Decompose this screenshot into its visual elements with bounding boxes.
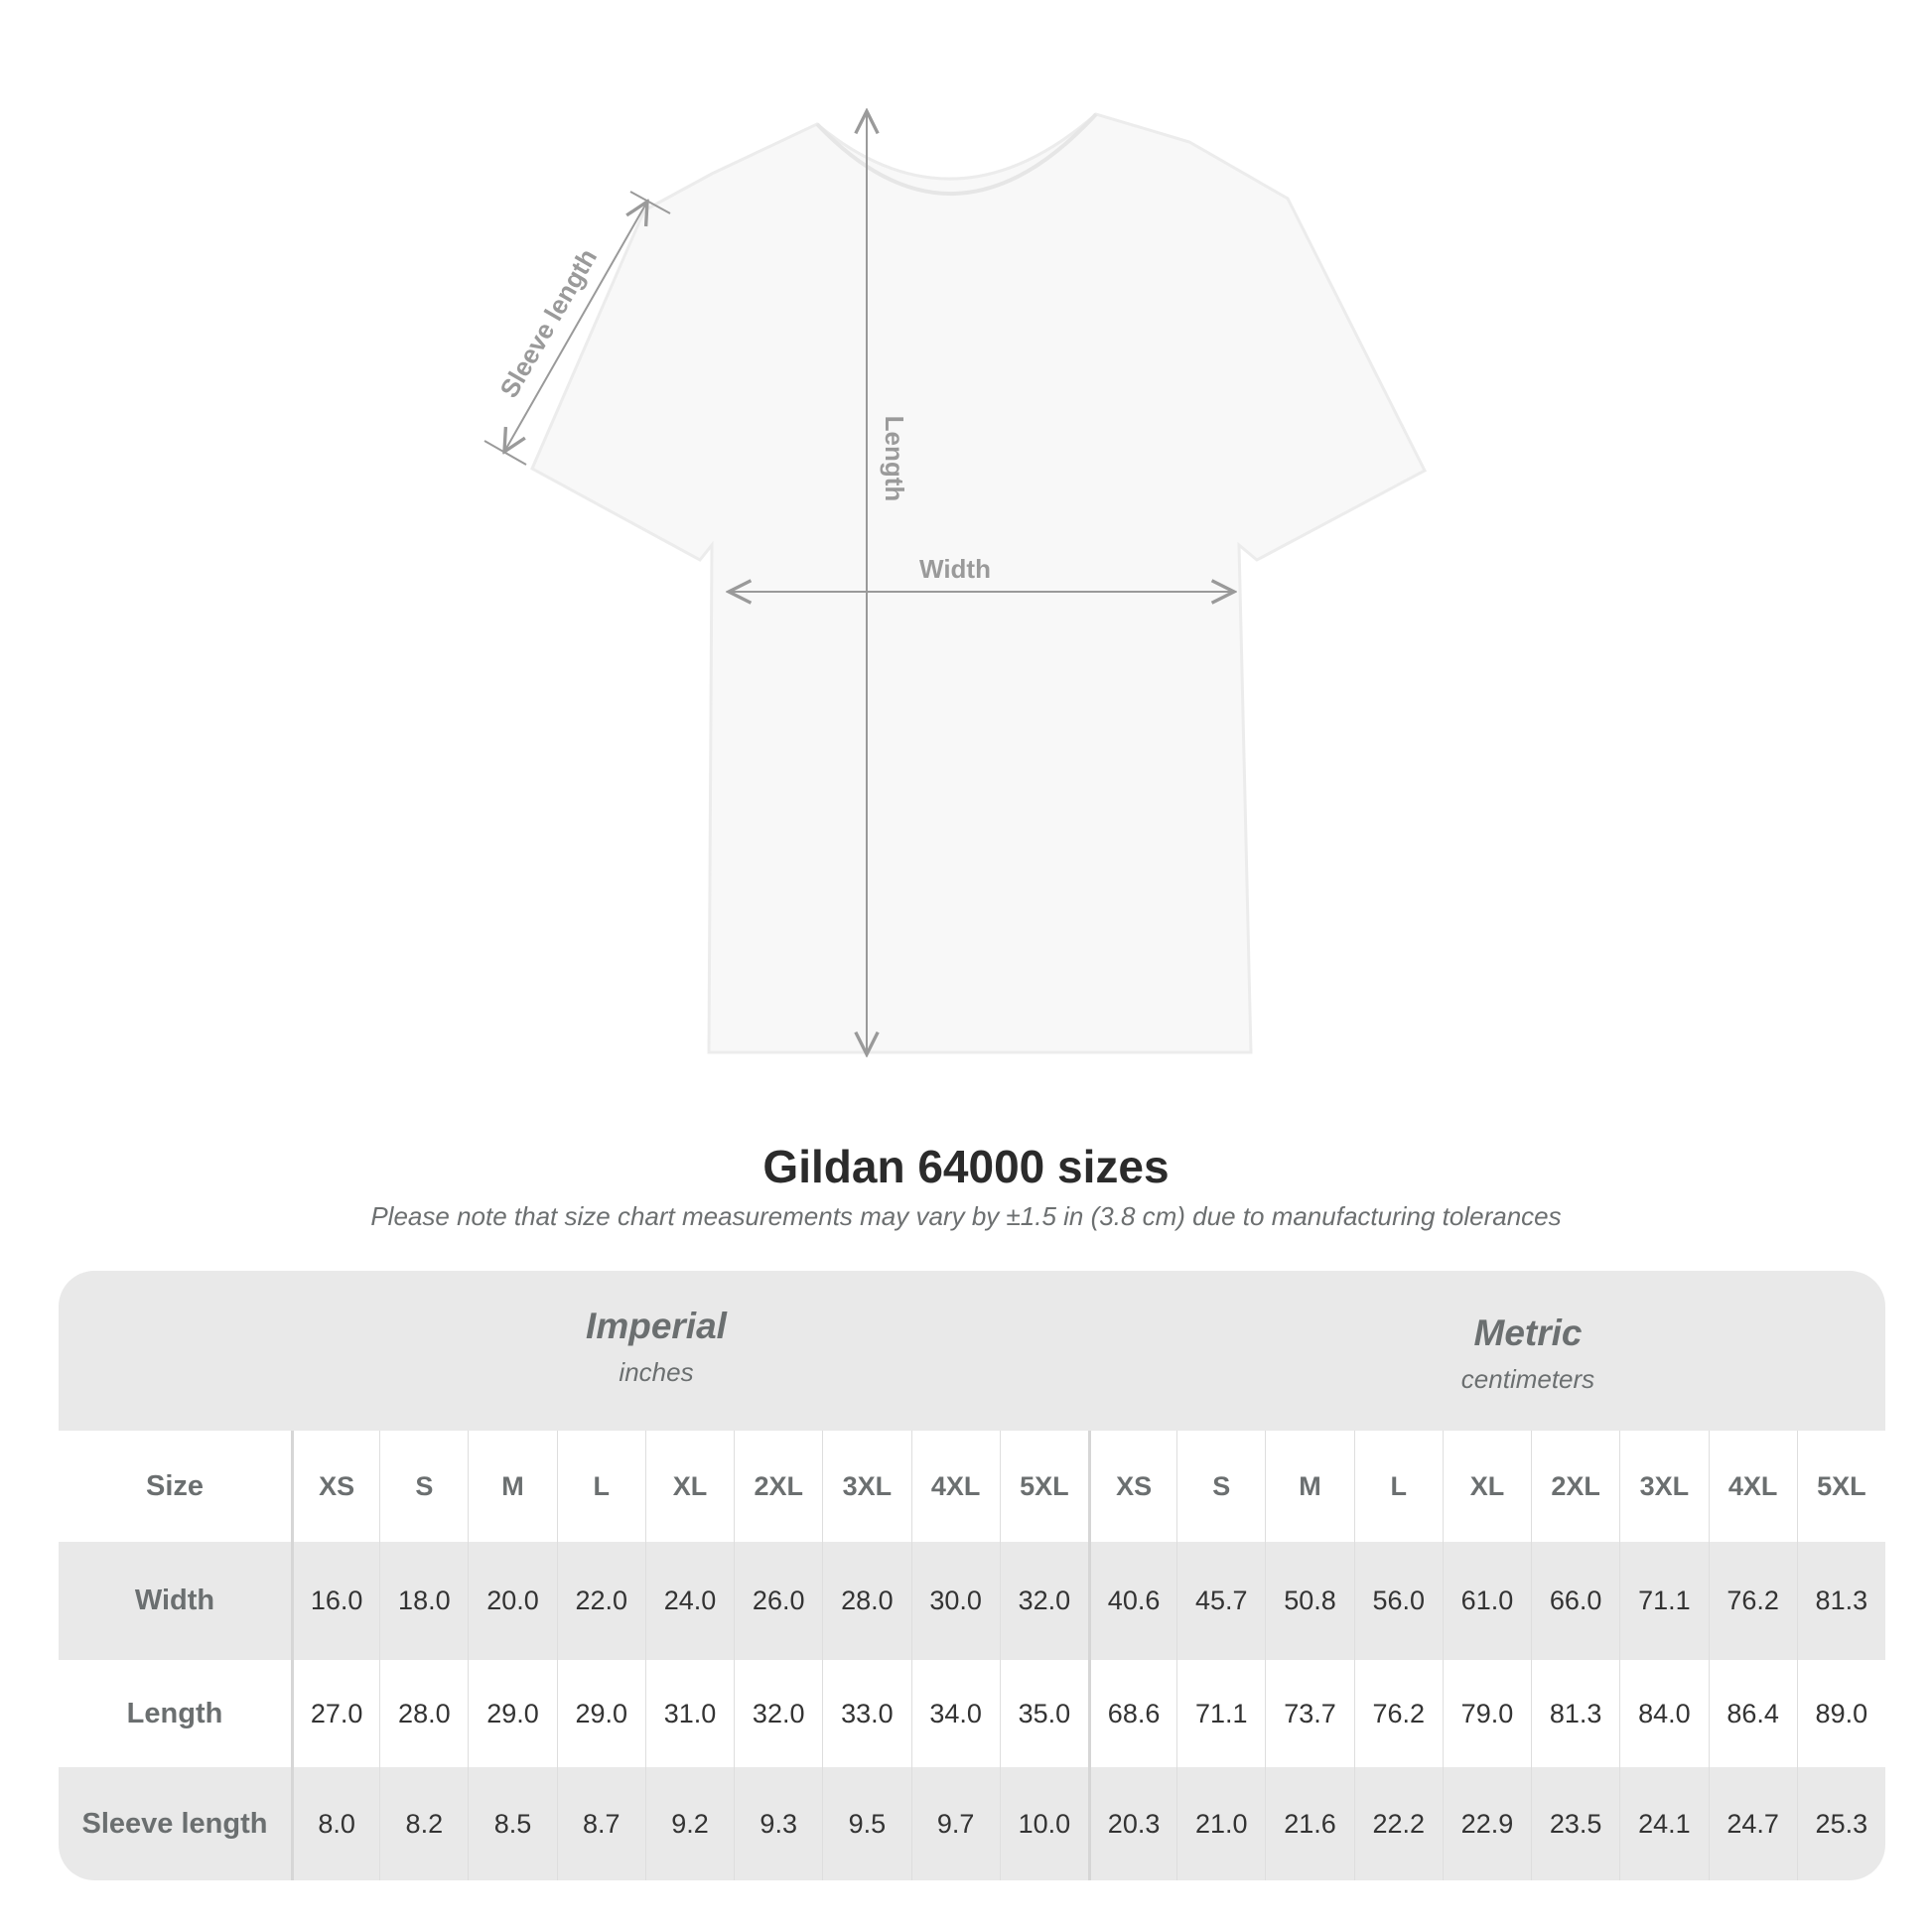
value-cell: 8.2: [379, 1767, 468, 1880]
row-label: Length: [126, 1697, 223, 1729]
value-cell: 71.1: [1619, 1542, 1708, 1660]
row-label: Width: [134, 1585, 215, 1616]
value-cell: 68.6: [1087, 1660, 1176, 1767]
value-cell: 26.0: [734, 1542, 822, 1660]
value-cell: 40.6: [1087, 1542, 1176, 1660]
value-cell: 89.0: [1796, 1660, 1885, 1767]
value-cell: 9.5: [822, 1767, 910, 1880]
table-row: Length 27.0 28.0 29.0 29.0 31.0 32.0 33.0 34.0 35…: [59, 1660, 1885, 1767]
value-cell: 27.0: [291, 1660, 379, 1767]
size-header-cell: XL: [1442, 1431, 1531, 1542]
value-cell: 22.2: [1353, 1767, 1443, 1880]
value-cell: 29.0: [468, 1660, 556, 1767]
value-cell: 81.3: [1796, 1542, 1885, 1660]
size-header-cell: S: [379, 1431, 468, 1542]
size-header-cell: 3XL: [1619, 1431, 1708, 1542]
value-cell: 8.5: [468, 1767, 556, 1880]
value-cell: 21.6: [1265, 1767, 1353, 1880]
value-cell: 66.0: [1531, 1542, 1619, 1660]
size-header-cell: L: [1353, 1431, 1443, 1542]
value-cell: 30.0: [910, 1542, 1000, 1660]
table-row: Sleeve length 8.0 8.2 8.5 8.7 9.2 9.3 9.5 9.7 10.…: [59, 1767, 1885, 1880]
size-header-cell: 4XL: [910, 1431, 1000, 1542]
value-cell: 50.8: [1265, 1542, 1353, 1660]
value-cell: 28.0: [822, 1542, 910, 1660]
value-cell: 29.0: [556, 1660, 645, 1767]
unit-header-band: [59, 1271, 1885, 1431]
size-header-cell: 2XL: [1531, 1431, 1619, 1542]
value-cell: 21.0: [1176, 1767, 1265, 1880]
value-cell: 24.1: [1619, 1767, 1708, 1880]
tshirt-diagram: Sleeve length Length Width: [483, 0, 1427, 1092]
value-cell: 8.7: [556, 1767, 645, 1880]
value-cell: 10.0: [999, 1767, 1088, 1880]
value-cell: 33.0: [822, 1660, 910, 1767]
value-cell: 79.0: [1442, 1660, 1531, 1767]
table-row: Width 16.0 18.0 20.0 22.0 24.0 26.0 28.0 30.0 32.…: [59, 1542, 1885, 1660]
length-label: Length: [880, 416, 909, 502]
size-header-cell: 2XL: [734, 1431, 822, 1542]
value-cell: 22.9: [1442, 1767, 1531, 1880]
value-cell: 16.0: [291, 1542, 379, 1660]
size-table: Imperial inches Metric centimeters Size X…: [59, 1271, 1885, 1880]
value-cell: 23.5: [1531, 1767, 1619, 1880]
value-cell: 76.2: [1708, 1542, 1797, 1660]
size-header-cell: S: [1176, 1431, 1265, 1542]
value-cell: 73.7: [1265, 1660, 1353, 1767]
value-cell: 9.7: [910, 1767, 1000, 1880]
value-cell: 24.0: [644, 1542, 734, 1660]
size-header-cell: XL: [644, 1431, 734, 1542]
imperial-header: Imperial inches: [586, 1306, 727, 1387]
size-header-cell: M: [1265, 1431, 1353, 1542]
value-cell: 28.0: [379, 1660, 468, 1767]
value-cell: 9.2: [644, 1767, 734, 1880]
size-header-row: Size XS S M L XL 2XL 3XL 4XL 5XL XS S M L XL 2XL 3XL 4XL 5…: [59, 1431, 1885, 1542]
value-cell: 22.0: [556, 1542, 645, 1660]
value-cell: 31.0: [644, 1660, 734, 1767]
value-cell: 20.0: [468, 1542, 556, 1660]
size-header-cell: 5XL: [1796, 1431, 1885, 1542]
value-cell: 18.0: [379, 1542, 468, 1660]
size-header-cell: XS: [291, 1431, 379, 1542]
value-cell: 86.4: [1708, 1660, 1797, 1767]
value-cell: 25.3: [1796, 1767, 1885, 1880]
size-header-cell: XS: [1087, 1431, 1176, 1542]
value-cell: 32.0: [999, 1542, 1088, 1660]
value-cell: 45.7: [1176, 1542, 1265, 1660]
value-cell: 71.1: [1176, 1660, 1265, 1767]
value-cell: 76.2: [1353, 1660, 1443, 1767]
value-cell: 84.0: [1619, 1660, 1708, 1767]
value-cell: 81.3: [1531, 1660, 1619, 1767]
value-cell: 9.3: [734, 1767, 822, 1880]
size-header-cell: M: [468, 1431, 556, 1542]
value-cell: 56.0: [1353, 1542, 1443, 1660]
chart-title: Gildan 64000 sizes: [762, 1141, 1170, 1192]
value-cell: 32.0: [734, 1660, 822, 1767]
metric-header: Metric centimeters: [1460, 1312, 1595, 1394]
size-header-cell: 4XL: [1708, 1431, 1797, 1542]
size-header-cell: 5XL: [999, 1431, 1088, 1542]
width-label: Width: [919, 554, 991, 584]
value-cell: 34.0: [910, 1660, 1000, 1767]
size-header-cell: L: [556, 1431, 645, 1542]
value-cell: 20.3: [1087, 1767, 1176, 1880]
tolerance-note: Please note that size chart measurements…: [370, 1201, 1562, 1231]
size-header-cell: 3XL: [822, 1431, 910, 1542]
value-cell: 35.0: [999, 1660, 1088, 1767]
value-cell: 61.0: [1442, 1542, 1531, 1660]
sleeve-arrow: [504, 202, 647, 452]
value-cell: 8.0: [291, 1767, 379, 1880]
value-cell: 24.7: [1708, 1767, 1797, 1880]
row-label: Sleeve length: [81, 1807, 268, 1840]
row-label: Size: [145, 1469, 205, 1502]
